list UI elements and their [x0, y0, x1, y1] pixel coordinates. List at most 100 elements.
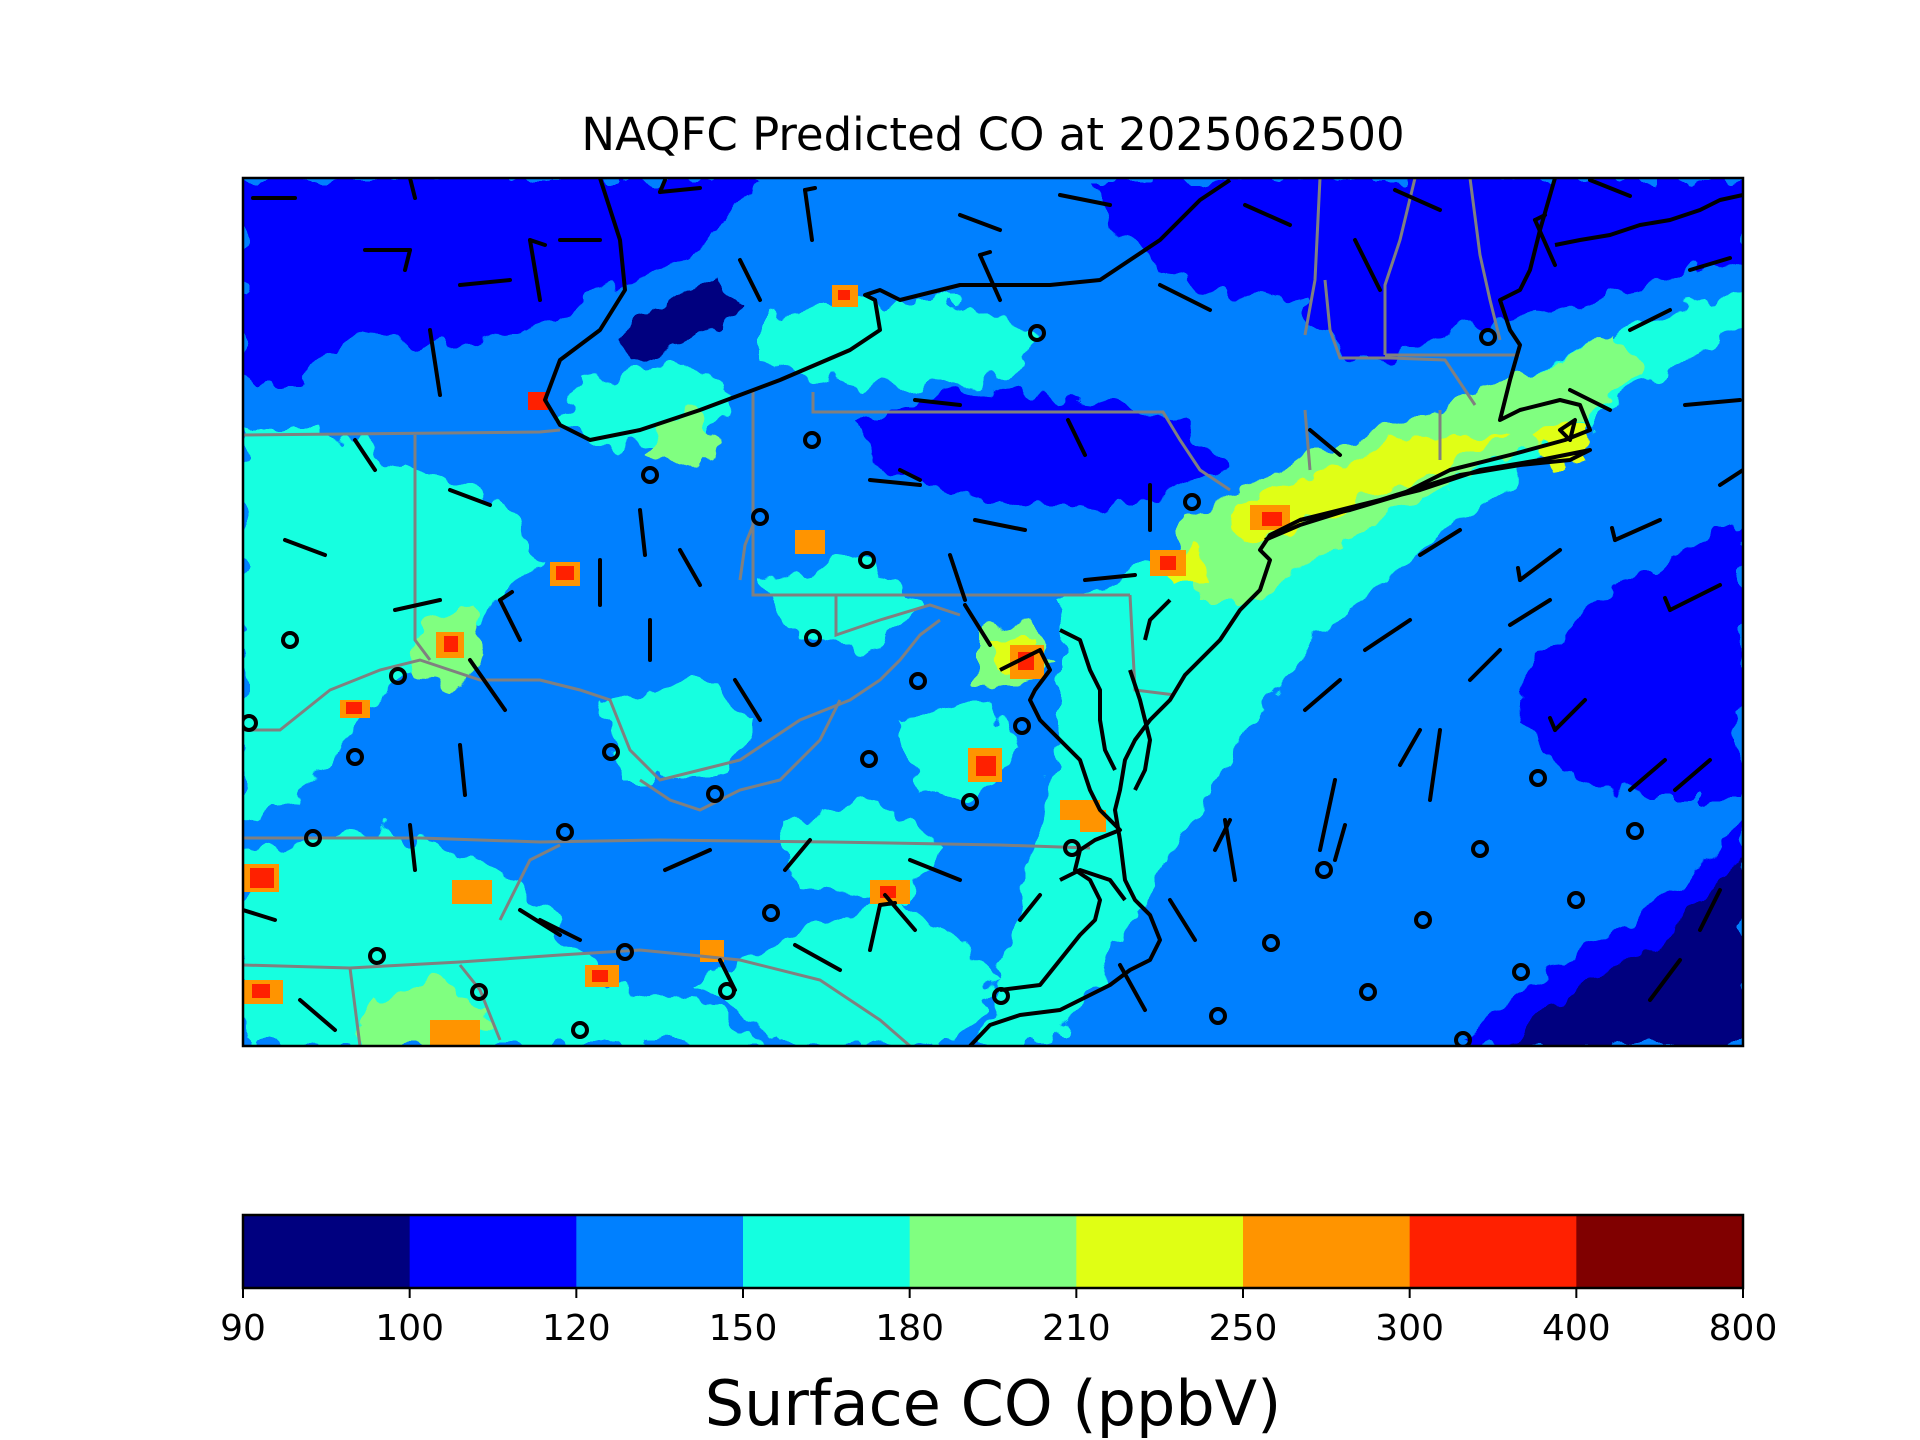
wind-barb [528, 238, 547, 247]
calm-marker [304, 829, 322, 847]
colorbar-frame [241, 1213, 1745, 1290]
wind-barb [948, 553, 967, 602]
wind-barb [1648, 958, 1682, 1002]
wind-barb [973, 518, 1027, 532]
colorbar-segment [243, 1215, 411, 1288]
wind-barb [678, 548, 702, 587]
calm-marker [718, 982, 736, 1000]
wind-barb [298, 998, 337, 1032]
calm-marker [803, 431, 821, 449]
wind-barb [1508, 598, 1552, 627]
wind-barb [638, 508, 647, 557]
calm-marker [1013, 717, 1031, 735]
wind-barb [783, 838, 812, 872]
calm-marker [243, 714, 258, 732]
calm-marker [556, 823, 574, 841]
wind-barb [658, 178, 702, 194]
wind-barb [958, 213, 1002, 232]
calm-marker [762, 904, 780, 922]
calm-marker [1183, 493, 1201, 511]
calm-marker [1262, 934, 1280, 952]
calm-marker [858, 551, 876, 569]
calm-marker [1063, 839, 1081, 857]
colorbar-tick-label: 300 [1375, 1308, 1444, 1349]
colorbar [243, 1215, 1744, 1288]
calm-marker [616, 943, 634, 961]
wind-barb [1568, 388, 1612, 412]
co-concentration-field [243, 178, 1743, 1046]
colorbar-ticks: 90 100 120 150 180 210 250 300 400 800 [220, 1288, 1777, 1349]
wind-barb [663, 848, 712, 872]
calm-marker [641, 466, 659, 484]
colorbar-tick-label: 90 [220, 1308, 266, 1349]
colorbar-tick-label: 150 [709, 1308, 778, 1349]
wind-barb [518, 908, 562, 937]
wind-barb [1688, 256, 1732, 272]
colorbar-tick-label: 400 [1542, 1308, 1611, 1349]
calm-marker [706, 785, 724, 803]
wind-barb [408, 823, 417, 872]
wind-barb [243, 908, 277, 922]
calm-marker [602, 743, 620, 761]
state-boundaries [243, 178, 1520, 1046]
colorbar-segment [1409, 1215, 1577, 1288]
wind-barb [408, 178, 417, 200]
wind-barb [913, 398, 962, 407]
map-frame [241, 176, 1745, 1048]
wind-barb [1333, 823, 1347, 862]
calm-marker [1209, 1007, 1227, 1025]
wind-barb [1393, 188, 1442, 212]
wind-barb [363, 248, 412, 272]
wind-barb [978, 250, 1002, 302]
calm-marker [1028, 324, 1046, 342]
colorbar-tick-label: 800 [1709, 1308, 1778, 1349]
wind-barb [498, 590, 522, 642]
colorbar-tick-label: 180 [875, 1308, 944, 1349]
map-title: NAQFC Predicted CO at 2025062500 [581, 108, 1404, 161]
wind-barb [1243, 203, 1292, 227]
wind-barb [1533, 213, 1557, 267]
wind-barb [1353, 238, 1382, 292]
calm-marker [909, 672, 927, 690]
colorbar-segment [1076, 1215, 1244, 1288]
wind-barb [883, 893, 917, 932]
map-panel [243, 178, 1743, 1046]
wind-barb [898, 468, 922, 482]
calm-marker [571, 1021, 589, 1039]
calm-markers [243, 324, 1644, 1046]
calm-marker [1359, 983, 1377, 1001]
calm-marker [1529, 769, 1547, 787]
wind-barb [1303, 678, 1342, 712]
calm-marker [1626, 822, 1644, 840]
calm-marker [804, 629, 822, 647]
wind-barb [458, 278, 512, 287]
wind-barb [1318, 778, 1337, 852]
colorbar-tick-label: 250 [1209, 1308, 1278, 1349]
wind-barb [1066, 418, 1087, 457]
wind-barb [428, 328, 442, 397]
calm-marker [1315, 861, 1333, 879]
calm-marker [368, 947, 386, 965]
wind-barb [1663, 583, 1722, 612]
calm-marker [1471, 840, 1489, 858]
colorbar-segment [1576, 1215, 1744, 1288]
wind-barb [738, 258, 762, 302]
wind-barb [1683, 398, 1742, 407]
co-hotspots [243, 285, 1290, 1046]
calm-marker [470, 983, 488, 1001]
colorbar-label: Surface CO (ppbV) [705, 1367, 1282, 1440]
wind-barb [733, 678, 762, 722]
colorbar-segment [909, 1215, 1077, 1288]
wind-barb [1158, 283, 1212, 312]
wind-barb [1548, 698, 1587, 732]
wind-barb [1718, 468, 1743, 487]
wind-barb [283, 538, 327, 557]
calm-marker [751, 508, 769, 526]
colorbar-tick-label: 120 [542, 1308, 611, 1349]
wind-barb [1468, 648, 1502, 682]
wind-barb [1698, 888, 1722, 932]
wind-barb [468, 658, 507, 712]
wind-barb [1308, 428, 1342, 457]
coastlines [543, 178, 1743, 1046]
